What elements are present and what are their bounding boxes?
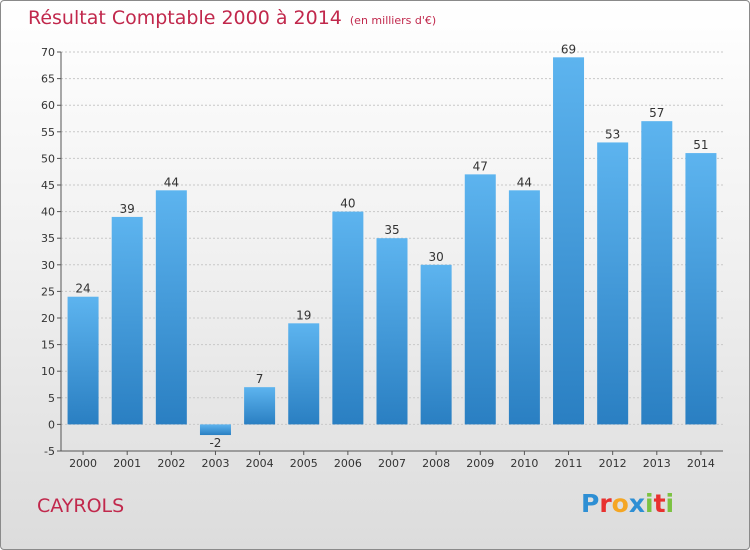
x-tick-label: 2008 <box>422 457 450 470</box>
x-tick-label: 2003 <box>201 457 229 470</box>
bars: 24 39 44 -2 7 19 40 35 30 47 44 69 53 57 51 <box>67 42 717 450</box>
bar-value-label: 30 <box>428 250 443 264</box>
y-tick-label: 45 <box>41 179 55 192</box>
bar <box>464 174 496 425</box>
bar-value-label: 47 <box>473 159 488 173</box>
bar <box>288 323 320 425</box>
chart-title-main: Résultat Comptable 2000 à 2014 <box>28 7 342 29</box>
bar-value-label: -2 <box>209 436 221 450</box>
y-tick-label: 15 <box>41 339 55 352</box>
bar-value-label: 44 <box>517 175 532 189</box>
y-tick-label: 65 <box>41 73 55 86</box>
proxiti-logo: Proxiti <box>581 489 674 518</box>
x-tick-label: 2013 <box>643 457 671 470</box>
y-tick-label: 60 <box>41 99 55 112</box>
y-tick-label: 20 <box>41 312 55 325</box>
bar-value-label: 35 <box>384 223 399 237</box>
chart-subtitle: (en milliers d'€) <box>349 14 437 27</box>
x-tick-label: 2005 <box>290 457 318 470</box>
logo-letter: i <box>645 489 654 518</box>
y-tick-label: 50 <box>41 152 55 165</box>
bar <box>199 424 231 436</box>
bar-value-label: 57 <box>649 106 664 120</box>
x-tick-label: 2009 <box>466 457 494 470</box>
y-axis: -5 0 5 10 15 20 25 30 35 40 45 50 55 60 65 70 <box>41 46 723 458</box>
x-tick-label: 2002 <box>157 457 185 470</box>
bar <box>332 211 364 425</box>
bar-value-label: 24 <box>75 282 90 296</box>
chart-title: Résultat Comptable 2000 à 2014 (en millie… <box>28 7 436 29</box>
y-tick-label: 55 <box>41 126 55 139</box>
bar <box>376 238 408 425</box>
y-tick-label: 5 <box>48 392 55 405</box>
y-tick-label: 0 <box>48 418 55 431</box>
logo-letter: t <box>653 489 666 518</box>
bar-value-label: 7 <box>256 372 264 386</box>
x-axis: 2000 2001 2002 2003 2004 2005 2006 2007 2008 2009… <box>69 451 715 470</box>
x-tick-label: 2004 <box>246 457 274 470</box>
y-tick-label: -5 <box>44 445 55 458</box>
y-tick-label: 30 <box>41 259 55 272</box>
x-tick-label: 2010 <box>510 457 538 470</box>
bar <box>685 153 717 425</box>
x-tick-label: 2001 <box>113 457 141 470</box>
city-name: CAYROLS <box>37 495 125 517</box>
bar-value-label: 39 <box>120 202 135 216</box>
bar <box>155 190 187 425</box>
logo-letter: i <box>665 489 675 518</box>
bar <box>67 296 99 425</box>
bar <box>597 142 629 425</box>
logo-letter: P <box>581 489 600 518</box>
bar <box>641 121 673 425</box>
bar <box>111 216 143 425</box>
bar <box>420 264 452 425</box>
logo-letter: r <box>599 489 612 518</box>
x-tick-label: 2000 <box>69 457 97 470</box>
logo-letter: x <box>628 489 645 518</box>
bar-value-label: 53 <box>605 127 620 141</box>
y-tick-label: 25 <box>41 285 55 298</box>
logo-letter: o <box>611 489 629 518</box>
bar-value-label: 51 <box>693 138 708 152</box>
bar-value-label: 40 <box>340 197 355 211</box>
bar <box>244 387 276 425</box>
x-tick-label: 2012 <box>599 457 627 470</box>
bar-value-label: 69 <box>561 42 576 56</box>
y-tick-label: 35 <box>41 232 55 245</box>
y-tick-label: 70 <box>41 46 55 59</box>
x-tick-label: 2006 <box>334 457 362 470</box>
x-tick-label: 2011 <box>555 457 583 470</box>
bar <box>553 57 585 425</box>
bar <box>508 190 540 425</box>
bar-value-label: 44 <box>164 175 179 189</box>
y-tick-label: 10 <box>41 365 55 378</box>
bar-value-label: 19 <box>296 308 311 322</box>
x-tick-label: 2014 <box>687 457 715 470</box>
x-tick-label: 2007 <box>378 457 406 470</box>
y-tick-label: 40 <box>41 206 55 219</box>
